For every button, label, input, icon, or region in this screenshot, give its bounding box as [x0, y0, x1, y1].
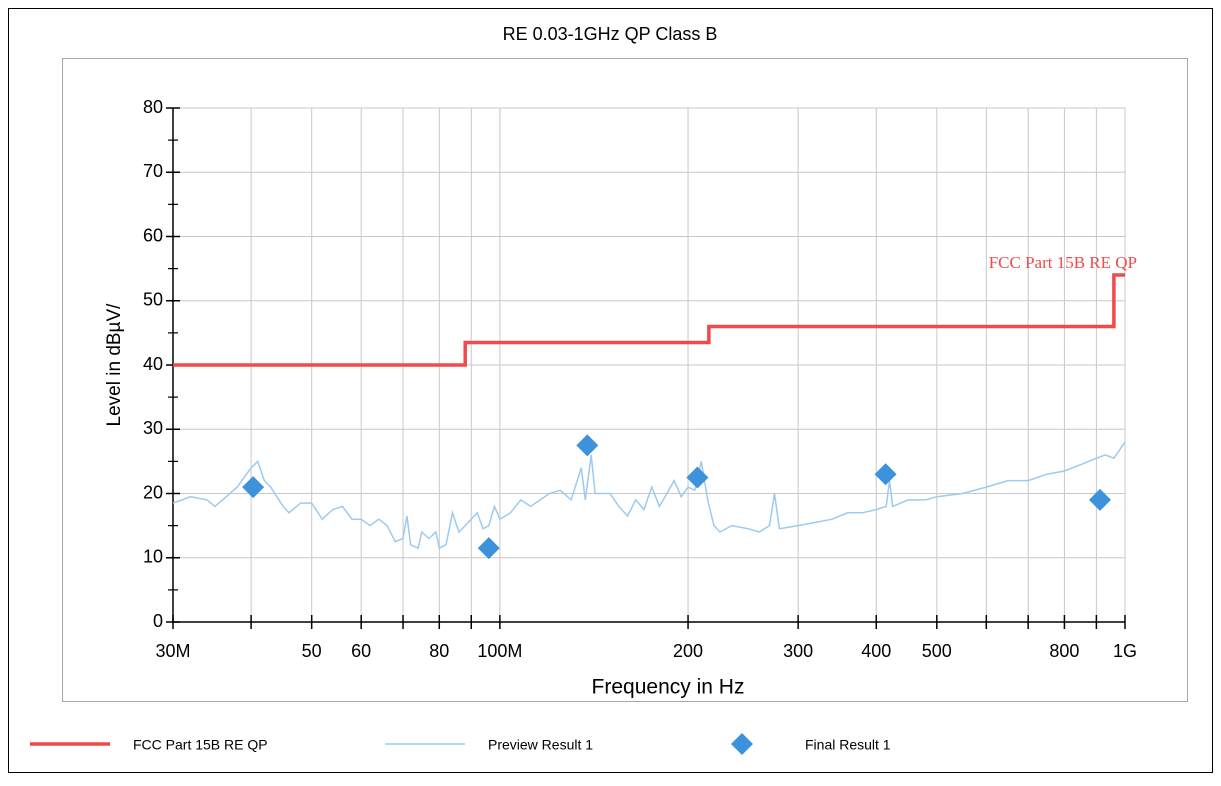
marker [576, 434, 599, 457]
y-tick-label: 60 [143, 225, 163, 245]
plot-panel [62, 58, 1188, 702]
legend-marker [731, 733, 753, 755]
x-tick-label: 1G [1113, 641, 1137, 661]
x-tick-label: 400 [861, 641, 891, 661]
x-axis-label: Frequency in Hz [592, 676, 745, 699]
x-tick-label: 60 [351, 641, 371, 661]
y-tick-label: 70 [143, 161, 163, 181]
y-tick-label: 50 [143, 290, 163, 310]
legend-label: Final Result 1 [805, 737, 891, 753]
y-axis-label: Level in dBµV/ [104, 303, 125, 427]
x-tick-label: 80 [429, 641, 449, 661]
x-tick-label: 300 [783, 641, 813, 661]
x-tick-label: 200 [673, 641, 703, 661]
y-tick-label: 20 [143, 482, 163, 502]
y-tick-label: 10 [143, 547, 163, 567]
marker [477, 537, 500, 560]
limit-label: FCC Part 15B RE QP [989, 253, 1137, 272]
chart-title: RE 0.03-1GHz QP Class B [503, 24, 718, 44]
series-line [173, 273, 1125, 367]
frame [8, 8, 1213, 773]
y-tick-label: 30 [143, 418, 163, 438]
y-tick-label: 80 [143, 97, 163, 117]
series-line [172, 441, 1126, 550]
marker [242, 476, 265, 499]
y-tick-label: 0 [153, 611, 163, 631]
x-tick-label: 800 [1049, 641, 1079, 661]
marker [874, 463, 897, 486]
legend-label: Preview Result 1 [488, 737, 593, 753]
x-tick-label: 30M [155, 641, 190, 661]
marker [1088, 488, 1111, 511]
y-tick-label: 40 [143, 354, 163, 374]
x-tick-label: 100M [477, 641, 522, 661]
legend-label: FCC Part 15B RE QP [133, 737, 268, 753]
marker [686, 466, 709, 489]
x-tick-label: 50 [302, 641, 322, 661]
x-tick-label: 500 [922, 641, 952, 661]
